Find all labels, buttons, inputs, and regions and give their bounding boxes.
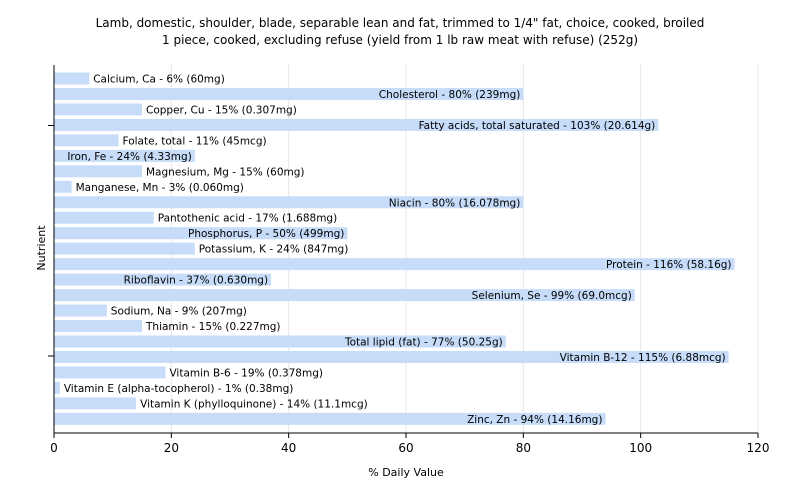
chart-title-line-2: 1 piece, cooked, excluding refuse (yield… (162, 33, 638, 47)
bar-0 (54, 72, 90, 85)
bar-label-20: Vitamin E (alpha-tocopherol) - 1% (0.38m… (64, 383, 294, 395)
bar-1 (54, 87, 524, 100)
bar-8 (54, 196, 524, 209)
x-tick-labels: 0 20 40 60 80 100 120 (50, 433, 769, 455)
bar-label-8: Niacin - 80% (16.078mg) (389, 197, 521, 209)
x-tick-label-3: 60 (398, 441, 413, 455)
x-tick-label-1: 20 (164, 441, 179, 455)
bar-20 (54, 381, 60, 394)
x-tick-label-6: 120 (747, 441, 770, 455)
bar-label-18: Vitamin B-12 - 115% (6.88mcg) (560, 352, 726, 364)
bar-label-10: Phosphorus, P - 50% (499mg) (188, 228, 344, 240)
bar-label-12: Protein - 116% (58.16g) (606, 259, 732, 271)
bar-label-2: Copper, Cu - 15% (0.307mg) (146, 104, 297, 116)
bar-label-4: Folate, total - 11% (45mcg) (123, 135, 267, 147)
bar-9 (54, 211, 154, 224)
bar-3 (54, 118, 659, 131)
chart-title-line-1: Lamb, domestic, shoulder, blade, separab… (96, 16, 705, 30)
bar-label-11: Potassium, K - 24% (847mg) (199, 244, 349, 256)
bar-17 (54, 335, 506, 348)
bar-4 (54, 134, 119, 147)
bar-2 (54, 103, 142, 116)
bar-6 (54, 165, 142, 178)
bar-label-7: Manganese, Mn - 3% (0.060mg) (76, 182, 244, 194)
bar-label-13: Riboflavin - 37% (0.630mg) (124, 275, 268, 287)
bar-label-0: Calcium, Ca - 6% (60mg) (93, 74, 225, 86)
bar-22 (54, 412, 606, 425)
bar-label-19: Vitamin B-6 - 19% (0.378mg) (169, 367, 323, 379)
x-tick-label-4: 80 (516, 441, 531, 455)
x-axis-title: % Daily Value (368, 466, 444, 479)
bar-label-3: Fatty acids, total saturated - 103% (20.… (419, 120, 656, 132)
bar-12 (54, 258, 735, 271)
bar-label-1: Cholesterol - 80% (239mg) (379, 89, 521, 101)
bar-10 (54, 227, 348, 240)
bar-21 (54, 397, 137, 410)
bar-14 (54, 289, 635, 302)
bar-7 (54, 180, 72, 193)
bar-label-16: Thiamin - 15% (0.227mg) (145, 321, 281, 333)
bar-11 (54, 242, 195, 255)
bar-label-5: Iron, Fe - 24% (4.33mg) (67, 151, 191, 163)
bars-group: Calcium, Ca - 6% (60mg) Cholesterol - 80%… (54, 72, 735, 426)
bar-label-22: Zinc, Zn - 94% (14.16mg) (467, 414, 602, 426)
x-tick-label-2: 40 (281, 441, 296, 455)
bar-19 (54, 366, 166, 379)
bar-label-17: Total lipid (fat) - 77% (50.25g) (344, 336, 503, 348)
bar-18 (54, 350, 729, 363)
x-tick-label-5: 100 (629, 441, 652, 455)
bar-16 (54, 320, 142, 333)
bar-label-21: Vitamin K (phylloquinone) - 14% (11.1mcg… (140, 398, 368, 410)
x-tick-label-0: 0 (50, 441, 58, 455)
bar-5 (54, 149, 195, 162)
bar-13 (54, 273, 272, 286)
bar-label-6: Magnesium, Mg - 15% (60mg) (146, 166, 305, 178)
bar-label-14: Selenium, Se - 99% (69.0mcg) (472, 290, 632, 302)
bar-label-15: Sodium, Na - 9% (207mg) (111, 306, 247, 318)
bar-label-9: Pantothenic acid - 17% (1.688mg) (158, 213, 337, 225)
y-axis-title: Nutrient (35, 225, 48, 271)
bar-15 (54, 304, 107, 317)
